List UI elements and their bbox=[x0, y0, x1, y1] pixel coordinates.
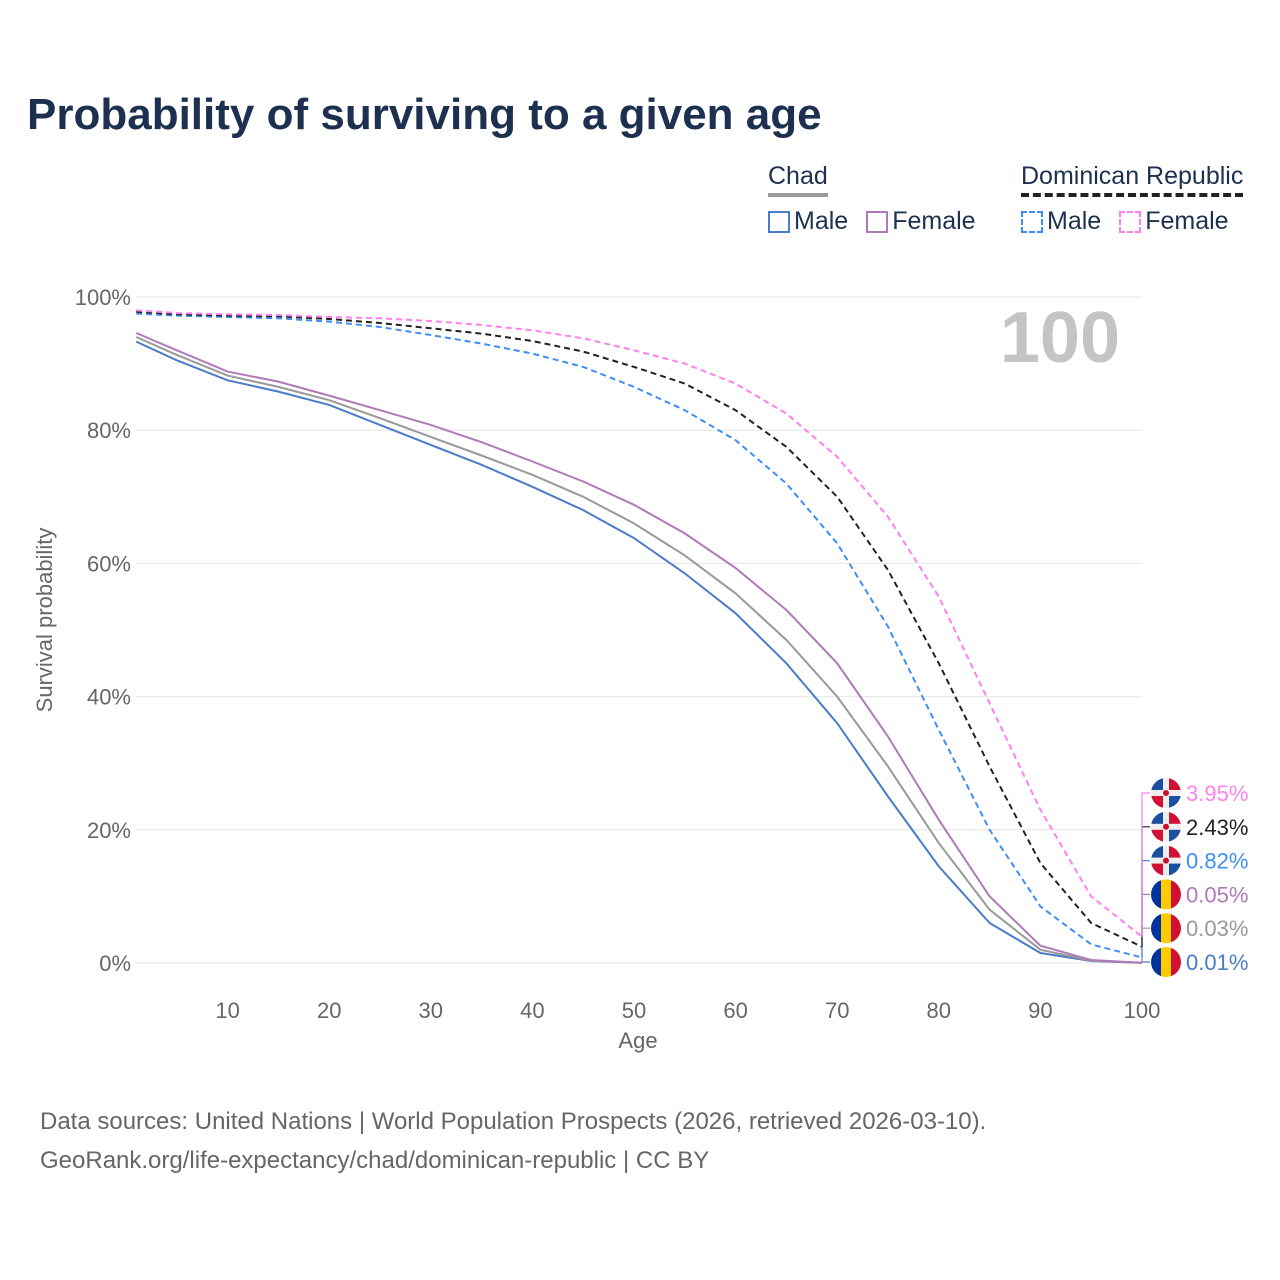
x-tick-label: 50 bbox=[622, 998, 646, 1023]
legend-group-dominican-republic: Dominican Republic Male Female bbox=[1021, 162, 1244, 236]
year-annotation: 100 bbox=[1000, 298, 1120, 378]
legend-label: Female bbox=[1145, 207, 1229, 235]
y-tick-label: 100% bbox=[75, 285, 131, 310]
y-tick-label: 80% bbox=[87, 418, 131, 443]
x-tick-label: 90 bbox=[1028, 998, 1052, 1023]
series-line-chad-male bbox=[135, 340, 1143, 964]
x-tick-label: 100 bbox=[1124, 998, 1161, 1023]
legend-title-chad: Chad bbox=[768, 162, 828, 197]
swatch-icon bbox=[1021, 210, 1043, 233]
series-line-dominican-republic bbox=[136, 310, 1143, 948]
end-value-label: 0.82% bbox=[1186, 849, 1248, 874]
end-value-label: 0.05% bbox=[1186, 882, 1248, 907]
y-tick-label: 0% bbox=[99, 951, 131, 976]
x-tick-label: 40 bbox=[520, 998, 544, 1023]
chad-flag-icon bbox=[1151, 947, 1181, 977]
legend-item-dr-female[interactable]: Female bbox=[1119, 207, 1229, 236]
legend-item-chad-male[interactable]: Male bbox=[768, 207, 848, 236]
x-axis-label: Age bbox=[618, 1028, 657, 1053]
legend-item-dr-male[interactable]: Male bbox=[1021, 207, 1101, 236]
legend-item-chad-female[interactable]: Female bbox=[866, 207, 976, 236]
end-value-label: 0.01% bbox=[1186, 950, 1248, 975]
series-line-chad bbox=[135, 336, 1143, 964]
legend-label: Male bbox=[1047, 207, 1102, 235]
end-value-label: 0.03% bbox=[1186, 916, 1248, 941]
label-connector bbox=[1141, 927, 1150, 963]
series-line-chad-female bbox=[135, 332, 1143, 964]
x-tick-label: 70 bbox=[825, 998, 849, 1023]
dominican-republic-flag-icon bbox=[1151, 778, 1181, 808]
label-connector bbox=[1141, 792, 1150, 937]
label-connector bbox=[1141, 860, 1150, 958]
x-tick-label: 60 bbox=[723, 998, 747, 1023]
legend-title-dominican-republic: Dominican Republic bbox=[1021, 162, 1244, 197]
legend-label: Female bbox=[892, 207, 976, 235]
x-tick-label: 10 bbox=[215, 998, 239, 1023]
series-line-dominican-republic-male bbox=[136, 312, 1143, 959]
y-tick-label: 60% bbox=[87, 551, 131, 576]
footer-sources: Data sources: United Nations | World Pop… bbox=[40, 1108, 987, 1135]
series-line-dominican-republic-female bbox=[136, 309, 1143, 938]
x-tick-label: 20 bbox=[317, 998, 341, 1023]
legend-label: Male bbox=[794, 207, 849, 235]
chart-title: Probability of surviving to a given age bbox=[27, 90, 822, 139]
y-tick-label: 20% bbox=[87, 818, 131, 843]
x-tick-label: 80 bbox=[927, 998, 951, 1023]
legend-group-chad: Chad Male Female bbox=[768, 162, 976, 236]
label-connector bbox=[1141, 826, 1150, 947]
end-value-label: 2.43% bbox=[1186, 815, 1248, 840]
label-connector bbox=[1141, 961, 1150, 963]
dominican-republic-flag-icon bbox=[1151, 811, 1181, 842]
swatch-icon bbox=[866, 210, 889, 233]
swatch-icon bbox=[768, 210, 790, 233]
dominican-republic-flag-icon bbox=[1151, 845, 1181, 876]
y-tick-label: 40% bbox=[87, 685, 131, 710]
x-tick-label: 30 bbox=[419, 998, 443, 1023]
footer-url[interactable]: GeoRank.org/life-expectancy/chad/dominic… bbox=[40, 1147, 710, 1174]
chad-flag-icon bbox=[1151, 913, 1181, 944]
y-axis-label: Survival probability bbox=[32, 528, 57, 713]
chad-flag-icon bbox=[1151, 879, 1181, 910]
swatch-icon bbox=[1119, 210, 1142, 233]
end-value-label: 3.95% bbox=[1186, 781, 1248, 806]
